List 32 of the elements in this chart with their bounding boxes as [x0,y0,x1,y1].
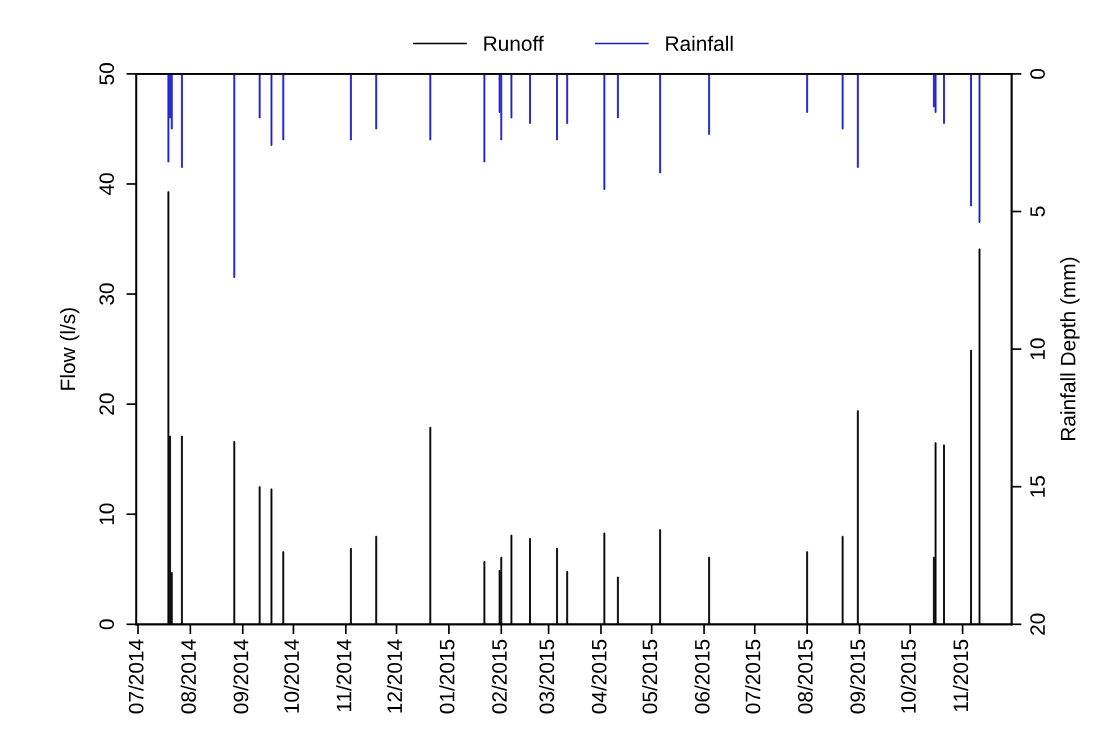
y-tick-label: 0 [99,619,115,630]
legend-label: Runoff [484,35,544,52]
x-tick-label: 09/2014 [233,639,249,714]
y-tick-label: 10 [99,503,115,525]
x-tick-label: 10/2014 [283,639,300,713]
x-tick-label: 04/2015 [591,639,607,714]
y-tick-label: 20 [99,393,115,415]
x-tick-label: 07/2014 [128,639,144,714]
x-tick-label: 08/2015 [797,639,813,714]
x-tick-label: 05/2015 [641,639,658,714]
y2-tick-label: 10 [1030,338,1045,360]
y2-tick-label: 0 [1030,68,1045,79]
x-tick-label: 09/2015 [849,639,866,714]
x-tick-label: 08/2014 [180,639,196,714]
x-tick-label: 10/2015 [900,639,916,713]
x-tick-label: 07/2015 [745,639,761,714]
x-tick-label: 03/2015 [538,639,555,714]
y2-tick-label: 20 [1030,613,1045,635]
y-axis-title: Flow (l/s) [59,308,80,390]
x-tick-label: 12/2014 [386,639,403,713]
x-tick-label: 01/2015 [439,639,455,714]
y2-axis-title: Rainfall Depth (mm) [1060,257,1080,440]
legend-label: Rainfall [666,35,733,52]
x-tick-label: 02/2015 [491,639,507,714]
y2-tick-label: 15 [1030,475,1045,497]
x-tick-label: 11/2015 [952,639,969,712]
x-tick-label: 06/2015 [694,639,710,714]
y2-tick-label: 5 [1030,206,1045,217]
x-tick-label: 11/2014 [336,639,352,712]
y-tick-label: 50 [99,63,115,85]
y-tick-label: 30 [99,283,115,305]
y-tick-label: 40 [99,173,115,196]
